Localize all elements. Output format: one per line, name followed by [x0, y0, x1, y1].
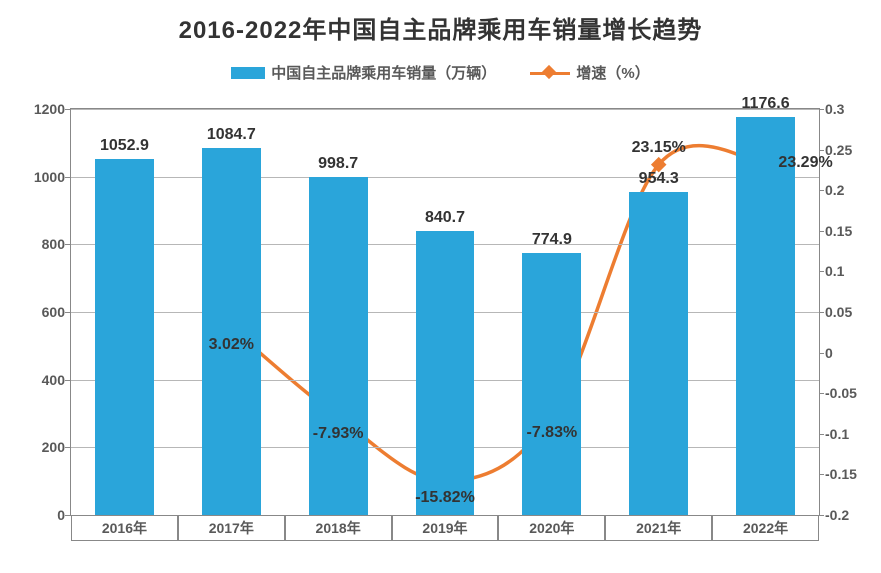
tickmark	[819, 474, 824, 475]
y-right-tick-label: -0.15	[819, 466, 857, 482]
tickmark	[819, 271, 824, 272]
bar	[736, 117, 795, 515]
gridline	[71, 177, 819, 178]
y-right-tick-label: -0.05	[819, 385, 857, 401]
tickmark	[819, 312, 824, 313]
bar-value-label: 1052.9	[100, 137, 149, 155]
x-category-label: 2019年	[392, 515, 499, 541]
tickmark	[819, 515, 824, 516]
tickmark	[65, 244, 70, 245]
bar-value-label: 1176.6	[742, 95, 790, 113]
tickmark	[819, 109, 824, 110]
legend-line-swatch	[530, 66, 570, 80]
bar	[416, 231, 475, 515]
bar-value-label: 774.9	[532, 231, 572, 249]
tickmark	[65, 109, 70, 110]
line-value-label: -7.83%	[526, 424, 577, 442]
tickmark	[819, 434, 824, 435]
tickmark	[65, 312, 70, 313]
line-value-label: -15.82%	[415, 489, 475, 507]
tickmark	[819, 353, 824, 354]
tickmark	[819, 231, 824, 232]
bar-value-label: 954.3	[639, 170, 679, 188]
bar-value-label: 1084.7	[207, 126, 256, 144]
bar	[309, 177, 368, 515]
x-category-label: 2022年	[712, 515, 819, 541]
chart-root: 2016-2022年中国自主品牌乘用车销量增长趋势 中国自主品牌乘用车销量（万辆…	[0, 0, 881, 573]
bar-value-label: 840.7	[425, 209, 465, 227]
bar-value-label: 998.7	[318, 155, 358, 173]
x-category-label: 2016年	[71, 515, 178, 541]
gridline	[71, 109, 819, 110]
tickmark	[819, 190, 824, 191]
x-category-label: 2017年	[178, 515, 285, 541]
x-category-label: 2020年	[498, 515, 605, 541]
line-value-label: 23.29%	[778, 154, 832, 172]
plot-area: 020040060080010001200-0.2-0.15-0.1-0.050…	[70, 108, 820, 516]
bar	[629, 192, 688, 515]
legend-bar-label: 中国自主品牌乘用车销量（万辆）	[271, 65, 496, 82]
line-value-label: 3.02%	[209, 336, 254, 354]
chart-title: 2016-2022年中国自主品牌乘用车销量增长趋势	[0, 10, 881, 45]
tickmark	[819, 150, 824, 151]
line-value-label: -7.93%	[313, 425, 364, 443]
legend-line-label: 增速（%）	[576, 65, 649, 82]
x-category-label: 2021年	[605, 515, 712, 541]
bar	[202, 148, 261, 515]
legend-bar-swatch	[231, 67, 265, 79]
bar	[522, 253, 581, 515]
bar	[95, 159, 154, 515]
tickmark	[819, 393, 824, 394]
x-category-label: 2018年	[285, 515, 392, 541]
legend: 中国自主品牌乘用车销量（万辆） 增速（%）	[0, 62, 881, 83]
tickmark	[65, 177, 70, 178]
tickmark	[65, 515, 70, 516]
tickmark	[65, 447, 70, 448]
line-value-label: 23.15%	[632, 139, 686, 157]
tickmark	[65, 380, 70, 381]
